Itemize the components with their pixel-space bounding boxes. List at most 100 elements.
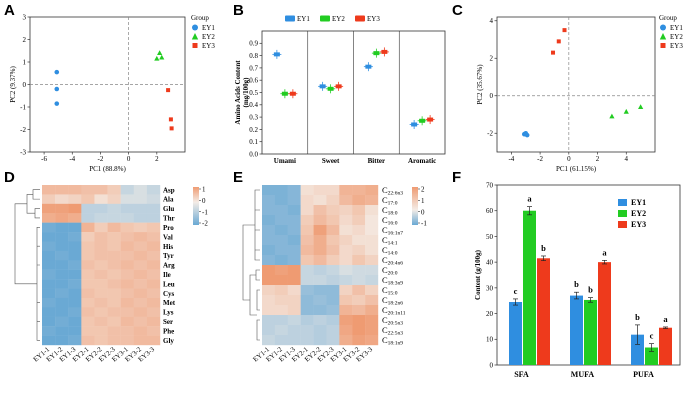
heatmap-cell (339, 275, 353, 286)
panel-letter-B: B (233, 2, 244, 19)
heatmap-cell (94, 326, 108, 336)
heatmap-cell (313, 305, 327, 316)
heatmap-row-label: C18:2n6 (382, 295, 403, 307)
x-category-label: PUFA (633, 370, 654, 379)
heatmap-row-label: Asp (163, 186, 175, 194)
heatmap-cell (365, 205, 379, 216)
heatmap-cell (68, 241, 82, 252)
heatmap-cell (81, 335, 95, 346)
significance-letter: b (541, 243, 546, 253)
heatmap-cell (326, 235, 340, 246)
heatmap-cell (352, 225, 366, 236)
heatmap-cell (81, 250, 95, 261)
fatty-acid-base: C (382, 225, 388, 235)
legend-label-EY1: EY1 (297, 15, 310, 23)
data-point-EY3 (334, 81, 344, 91)
data-point-EY1 (54, 101, 60, 106)
heatmap-cell (339, 305, 353, 316)
heatmap-cell (287, 285, 301, 296)
fatty-acid-base: C (382, 325, 388, 335)
heatmap-cell (120, 222, 134, 233)
data-point-EY1 (54, 86, 60, 92)
heatmap-cell (42, 288, 56, 299)
heatmap-cell (94, 335, 108, 346)
heatmap-cell (42, 260, 56, 270)
heatmap-cell (326, 305, 340, 316)
heatmap-cell (81, 185, 95, 195)
heatmap-cell (365, 185, 379, 196)
fatty-acid-subscript: 18:2n6 (388, 300, 404, 306)
heatmap-cell (326, 265, 340, 276)
y-tick-label: 2 (490, 55, 494, 63)
heatmap-cell (274, 225, 288, 236)
heatmap-cell (339, 315, 353, 326)
colorbar-label: 0 (421, 208, 425, 216)
heatmap-cell (55, 297, 69, 308)
heatmap-cell (107, 260, 121, 270)
legend-label-EY1: EY1 (670, 24, 683, 32)
heatmap-cell (262, 295, 276, 306)
heatmap-cell (287, 315, 301, 326)
heatmap-cell (326, 295, 340, 306)
heatmap-cell (352, 185, 366, 196)
heatmap-cell (120, 269, 134, 280)
heatmap-cell (262, 335, 276, 346)
heatmap-cell (262, 285, 276, 296)
heatmap-cell (313, 315, 327, 326)
heatmap-cell (352, 245, 366, 256)
significance-letter: c (650, 331, 654, 341)
heatmap-cell (55, 213, 69, 223)
heatmap-cell (287, 185, 301, 196)
heatmap-cell (287, 225, 301, 236)
heatmap-cell (120, 185, 134, 195)
heatmap-cell (146, 241, 161, 252)
heatmap-row-label: His (163, 243, 173, 251)
panel-letter-F: F (452, 169, 461, 186)
data-point-EY1 (318, 81, 328, 91)
colorbar-label: -1 (202, 208, 208, 216)
fatty-acid-base: C (382, 255, 388, 265)
y-tick-label: 0.3 (249, 114, 258, 122)
heatmap-cell (300, 285, 314, 296)
fatty-acid-subscript: 20:4n6 (388, 260, 404, 266)
significance-letter: b (635, 312, 640, 322)
heatmap-cell (81, 194, 95, 205)
fatty-acid-base: C (382, 305, 388, 315)
legend-marker-EY3 (660, 43, 666, 48)
x-tick-label: 4 (625, 155, 629, 163)
heatmap-cell (81, 297, 95, 308)
row-dendrogram (242, 189, 260, 341)
heatmap-cell (146, 222, 161, 233)
heatmap-cell (313, 295, 327, 306)
heatmap-row-label: C18:0 (382, 205, 398, 217)
fatty-acid-base: C (382, 315, 388, 325)
heatmap-cell (42, 269, 56, 280)
heatmap-cell (262, 305, 276, 316)
significance-letter: b (588, 285, 593, 295)
heatmap-cell (42, 232, 56, 242)
y-tick-label: 0.6 (249, 77, 258, 85)
heatmap-cell (107, 279, 121, 289)
heatmap-cell (133, 194, 148, 205)
heatmap-cell (352, 325, 366, 336)
heatmap-row-label: Met (163, 299, 176, 307)
fatty-acid-base: C (382, 195, 388, 205)
heatmap-cell (146, 326, 161, 336)
heatmap-cell (262, 205, 276, 216)
y-tick-label: -2 (487, 130, 493, 138)
heatmap-cell (262, 245, 276, 256)
heatmap-cell (68, 222, 82, 233)
heatmap-cell (133, 232, 148, 242)
heatmap-cell (339, 195, 353, 206)
heatmap-cell (365, 195, 379, 206)
x-axis-label-A: PC1 (88.8%) (89, 165, 126, 173)
heatmap-cell (339, 245, 353, 256)
fatty-acid-base: C (382, 205, 388, 215)
heatmap-cell (120, 232, 134, 242)
heatmap-row-label: C14:0 (382, 245, 398, 256)
colorbar (193, 187, 199, 225)
heatmap-cell (133, 269, 148, 280)
fatty-acid-subscript: 22:5n3 (388, 330, 404, 336)
heatmap-cell (68, 316, 82, 327)
heatmap-cell (94, 250, 108, 261)
